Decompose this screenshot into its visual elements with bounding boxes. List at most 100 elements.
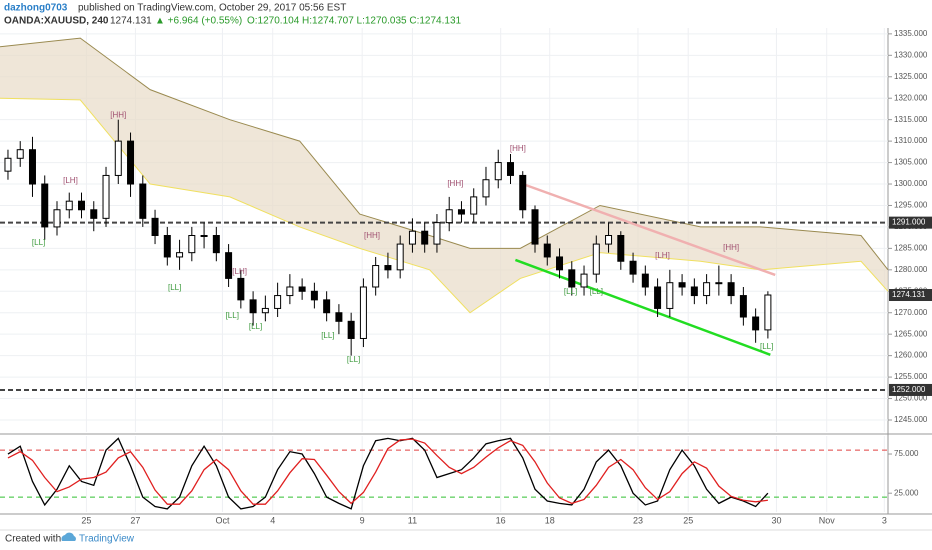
- candle-body: [139, 183, 147, 219]
- candle-body: [298, 286, 306, 292]
- candle-body: [261, 307, 269, 314]
- x-tick-label: 4: [270, 515, 275, 525]
- y-tick-label: 1315.000: [894, 115, 928, 124]
- annotation: [LL]: [760, 342, 773, 351]
- y-tick-label: 1245.000: [894, 415, 928, 424]
- level-label-box: [889, 216, 932, 229]
- candle-body: [65, 200, 73, 211]
- annotation: [LH]: [655, 251, 670, 260]
- change: ▲ +6.964 (+0.55%): [155, 16, 242, 27]
- x-tick-label: 30: [771, 515, 781, 525]
- candle-body: [556, 256, 564, 271]
- candle-body: [678, 282, 686, 288]
- candle-body: [225, 252, 233, 279]
- cloud: [0, 38, 888, 313]
- annotation: [HH]: [364, 231, 380, 240]
- osc-line: [7, 437, 769, 510]
- candle-body: [494, 162, 502, 181]
- osc-y-tick-label: 25.000: [894, 488, 919, 497]
- annotation: [LH]: [63, 176, 78, 185]
- y-tick-label: 1280.000: [894, 265, 928, 274]
- candle-body: [421, 230, 429, 245]
- x-tick-label: 16: [496, 515, 506, 525]
- candle-body: [384, 265, 392, 271]
- x-tick-label: 11: [408, 515, 417, 525]
- candle-body: [396, 243, 404, 271]
- x-tick-label: 23: [633, 515, 643, 525]
- y-tick-label: 1255.000: [894, 372, 928, 381]
- candle-body: [78, 200, 86, 211]
- y-tick-label: 1265.000: [894, 329, 928, 338]
- symbol: OANDA:XAUUSD, 240: [4, 16, 109, 27]
- candle-body: [163, 235, 171, 258]
- candle-body: [739, 295, 747, 318]
- candle-body: [4, 157, 12, 172]
- annotation: [HH]: [447, 179, 463, 188]
- annotation: [HH]: [723, 243, 739, 252]
- candle-body: [641, 273, 649, 288]
- trendline: [514, 258, 771, 356]
- y-tick-label: 1305.000: [894, 158, 928, 167]
- candle-body: [764, 294, 772, 331]
- candle-body: [433, 222, 441, 245]
- candle-body: [654, 286, 662, 309]
- cloud-upper: [0, 37, 889, 271]
- brand-icon: [61, 532, 76, 541]
- candle-body: [703, 282, 711, 297]
- y-tick-label: 1330.000: [894, 50, 928, 59]
- candle-body: [310, 290, 318, 301]
- candle-body: [629, 260, 637, 275]
- y-tick-label: 1270.000: [894, 308, 928, 317]
- level-label-box: [889, 383, 932, 396]
- candle-body: [335, 312, 343, 322]
- y-tick-label: 1300.000: [894, 179, 928, 188]
- candle-body: [470, 196, 478, 215]
- y-tick-label: 1295.000: [894, 201, 928, 210]
- candle-body: [605, 235, 613, 245]
- candle-body: [617, 235, 625, 262]
- annotation: [LL]: [321, 331, 334, 340]
- candle-body: [408, 230, 416, 245]
- candle-body: [41, 183, 49, 228]
- footer-brand[interactable]: TradingView: [79, 534, 135, 545]
- annotation: [LL]: [590, 287, 603, 296]
- x-tick-label: 25: [81, 515, 91, 525]
- candle-body: [286, 286, 294, 297]
- annotation: [LL]: [347, 355, 360, 364]
- y-tick-label: 1325.000: [894, 72, 928, 81]
- annotation: [LH]: [232, 267, 247, 276]
- trendline: [524, 183, 776, 277]
- osc-line: [7, 438, 768, 505]
- candle-body: [690, 286, 698, 297]
- candle-body: [457, 209, 465, 215]
- candle-body: [445, 209, 453, 224]
- candle-body: [274, 295, 282, 309]
- x-tick-label: Nov: [819, 515, 836, 525]
- y-tick-label: 1310.000: [894, 136, 928, 145]
- osc-y-tick-label: 75.000: [894, 449, 919, 458]
- candle-body: [359, 286, 367, 339]
- candle-body: [666, 282, 674, 309]
- candle-body: [543, 243, 551, 258]
- candle-body: [102, 174, 110, 219]
- candle-body: [176, 252, 184, 258]
- x-tick-label: 3: [882, 515, 887, 525]
- current-price-box: [889, 289, 932, 302]
- candle-body: [372, 265, 380, 288]
- candle-body: [16, 149, 24, 159]
- y-tick-label: 1320.000: [894, 93, 928, 102]
- author[interactable]: dazhong0703: [4, 3, 68, 14]
- candle-body: [249, 299, 257, 314]
- candle-body: [531, 209, 539, 245]
- annotation: [LL]: [168, 283, 181, 292]
- candle-body: [727, 282, 735, 297]
- candle-body: [592, 243, 600, 275]
- candle-body: [200, 235, 208, 238]
- current-price-label: 1274.131: [892, 290, 926, 299]
- annotation: [HH]: [110, 110, 126, 119]
- x-tick-label: 27: [130, 515, 140, 525]
- candle-body: [519, 174, 527, 211]
- candle-body: [114, 140, 122, 176]
